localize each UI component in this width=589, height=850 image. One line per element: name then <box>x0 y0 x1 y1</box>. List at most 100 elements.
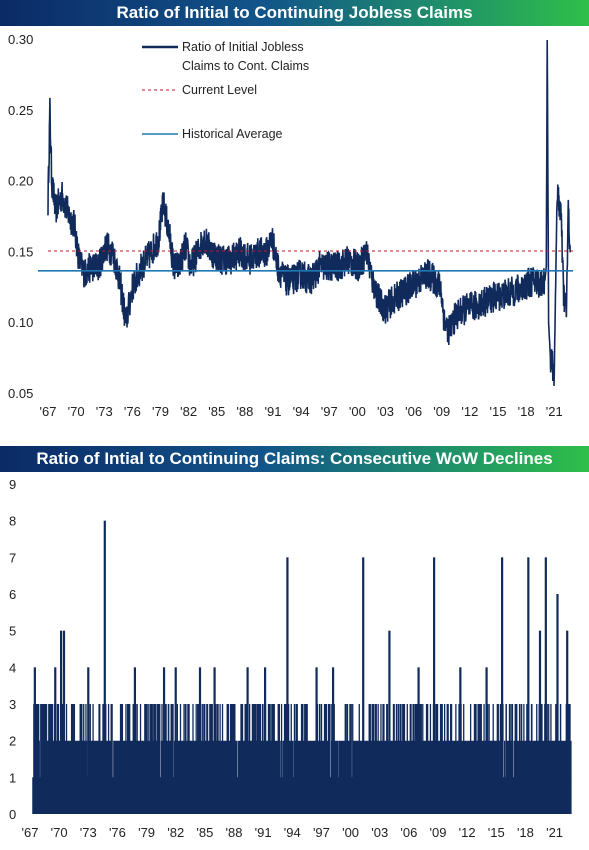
x-tick-label: '03 <box>371 825 388 840</box>
decline-spike-bar <box>331 667 335 814</box>
chart-2-title: Ratio of Intial to Continuing Claims: Co… <box>0 446 589 472</box>
decline-spike-bar <box>300 704 304 814</box>
x-tick-label: '67 <box>40 404 57 419</box>
x-tick-label: '85 <box>208 404 225 419</box>
x-tick-label: '15 <box>488 825 505 840</box>
x-tick-label: '91 <box>265 404 282 419</box>
x-tick-label: '21 <box>546 825 563 840</box>
x-tick-label: '70 <box>68 404 85 419</box>
y-tick-label: 1 <box>9 770 16 785</box>
decline-spike-bar <box>362 557 365 814</box>
chart-2-svg: 9 8 7 6 5 4 3 2 1 0 '67 '70 '73 '76 '79 '82 '85 '88 '91 '94… <box>9 477 572 840</box>
decline-spike-bar <box>315 667 318 814</box>
decline-spike-bar <box>433 557 436 814</box>
decline-spike-bar <box>33 667 36 814</box>
x-tick-label: '97 <box>321 404 338 419</box>
legend-average-label: Historical Average <box>182 127 283 141</box>
x-tick-label: '18 <box>518 404 535 419</box>
decline-spike-bar <box>103 520 106 814</box>
decline-spike-bar <box>59 630 63 814</box>
x-tick-label: '06 <box>400 825 417 840</box>
y-tick-label: 0.05 <box>8 386 33 401</box>
x-tick-label: '97 <box>313 825 330 840</box>
chart-1-svg: 0.30 0.25 0.20 0.15 0.10 0.05 '67 '70 '73 '76 '79 '… <box>8 32 573 419</box>
decline-spike-bar <box>459 667 462 814</box>
decline-spike-bar <box>150 704 153 814</box>
x-tick-label: '82 <box>180 404 197 419</box>
x-tick-label: '00 <box>349 404 366 419</box>
decline-spike-bar <box>213 667 216 814</box>
x-tick-label: '03 <box>377 404 394 419</box>
x-tick-label: '79 <box>152 404 169 419</box>
x-tick-label: '91 <box>255 825 272 840</box>
x-tick-label: '79 <box>138 825 155 840</box>
x-tick-label: '73 <box>80 825 97 840</box>
decline-spike-bar <box>388 630 391 814</box>
y-tick-label: 0.25 <box>8 103 33 118</box>
decline-spike-bar <box>198 667 202 814</box>
x-tick-label: '94 <box>284 825 301 840</box>
y-tick-label: 4 <box>9 660 16 675</box>
x-tick-label: '70 <box>51 825 68 840</box>
x-tick-label: '82 <box>167 825 184 840</box>
decline-spike-bar <box>286 557 289 814</box>
decline-spike-bar <box>62 630 66 814</box>
y-tick-label: 7 <box>9 550 16 565</box>
x-tick-label: '88 <box>236 404 253 419</box>
y-tick-label: 0.20 <box>8 174 33 189</box>
y-tick-label: 0.15 <box>8 244 33 259</box>
decline-spike-bar <box>263 667 267 814</box>
decline-spike-bar <box>174 667 177 814</box>
x-tick-label: '12 <box>459 825 476 840</box>
decline-spike-bar <box>485 667 488 814</box>
y-tick-label: 0.30 <box>8 32 33 47</box>
decline-spike-bar <box>71 704 74 814</box>
x-tick-label: '00 <box>342 825 359 840</box>
y-tick-label: 9 <box>9 477 16 492</box>
x-tick-label: '12 <box>461 404 478 419</box>
x-tick-label: '21 <box>546 404 563 419</box>
legend-current-label: Current Level <box>182 83 257 97</box>
x-tick-label: '94 <box>293 404 310 419</box>
decline-spike-bar <box>133 667 137 814</box>
decline-spike-bar <box>54 667 57 814</box>
y-tick-label: 0.10 <box>8 315 33 330</box>
x-tick-label: '76 <box>109 825 126 840</box>
decline-spike-bar <box>446 704 449 814</box>
x-tick-label: '73 <box>96 404 113 419</box>
decline-spike-bar <box>229 704 233 814</box>
x-tick-label: '67 <box>22 825 39 840</box>
decline-spike-bar <box>246 667 249 814</box>
baseline-band <box>32 777 572 814</box>
decline-spike-bar <box>417 667 420 814</box>
decline-spike-bar <box>41 704 44 814</box>
chart-1-title: Ratio of Initial to Continuing Jobless C… <box>0 0 589 26</box>
y-tick-label: 3 <box>9 697 16 712</box>
decline-spike-bar <box>120 704 123 814</box>
decline-spike-bar <box>544 557 547 814</box>
decline-spike-bar <box>556 594 559 814</box>
y-tick-label: 2 <box>9 734 16 749</box>
decline-spike-bar <box>514 704 517 814</box>
x-tick-label: '88 <box>226 825 243 840</box>
decline-spike-bar <box>527 557 530 814</box>
x-tick-label: '15 <box>490 404 507 419</box>
x-tick-label: '06 <box>405 404 422 419</box>
y-tick-label: 6 <box>9 587 16 602</box>
decline-spike-bar <box>374 704 377 814</box>
decline-spike-bar <box>473 704 477 814</box>
x-tick-label: '18 <box>517 825 534 840</box>
legend-series-label-2: Claims to Cont. Claims <box>182 59 309 73</box>
y-tick-label: 8 <box>9 514 16 529</box>
x-tick-label: '76 <box>124 404 141 419</box>
decline-spike-bar <box>162 667 166 814</box>
series-ratio-line <box>47 39 571 387</box>
decline-spike-bar <box>501 557 504 814</box>
decline-spike-bar <box>277 704 280 814</box>
decline-spike-bar <box>402 704 406 814</box>
decline-spike-bar <box>566 630 569 814</box>
decline-spike-bar <box>344 704 347 814</box>
legend-series-label-1: Ratio of Initial Jobless <box>182 40 304 54</box>
x-tick-label: '09 <box>433 404 450 419</box>
y-tick-label: 5 <box>9 624 16 639</box>
